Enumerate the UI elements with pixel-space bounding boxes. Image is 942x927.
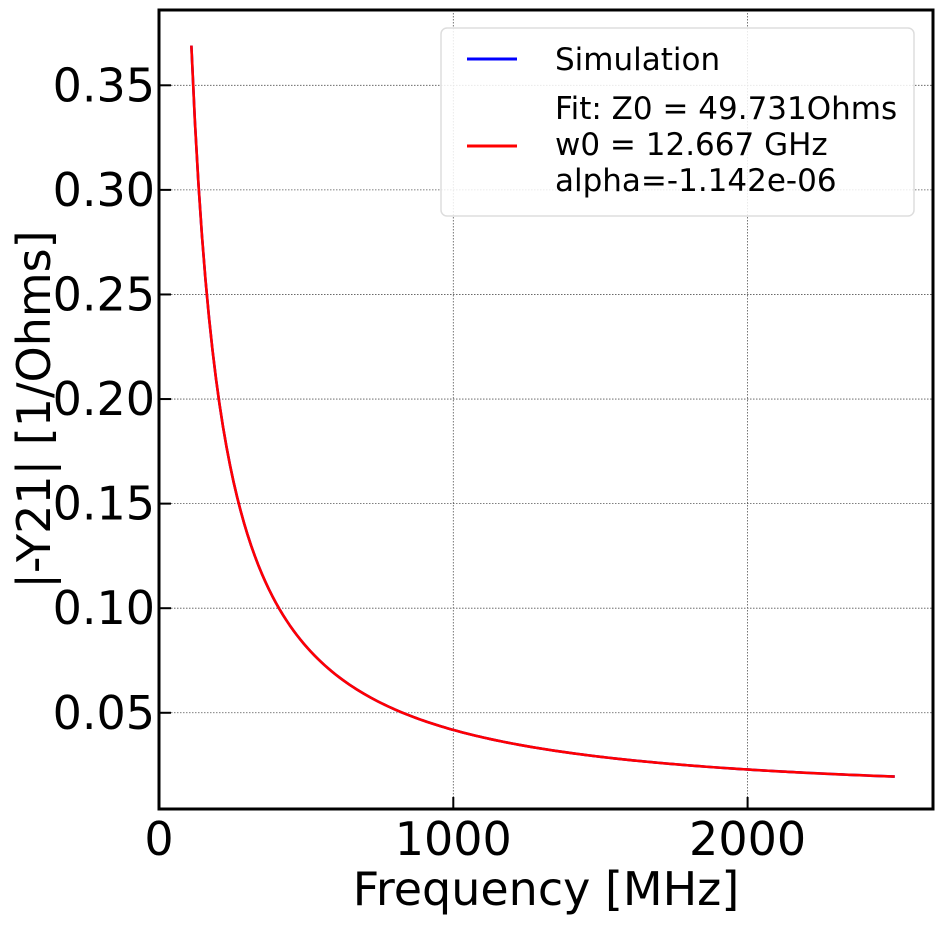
y-tick-label: 0.10: [53, 581, 155, 635]
y-tick-label: 0.05: [53, 686, 155, 740]
legend-label: Simulation: [555, 42, 720, 78]
ticks: [158, 84, 749, 809]
y-tick-label: 0.30: [53, 163, 155, 217]
plot-frame: [157, 8, 935, 811]
tick-labels: 0 1000 2000 0.05 0.10 0.15 0.20 0.25 0.30 0.35: [53, 58, 807, 866]
x-tick-label: 0: [144, 812, 173, 866]
y-tick-label: 0.25: [53, 267, 155, 321]
series-line-fit: [190, 45, 895, 778]
y-tick-label: 0.15: [53, 477, 155, 531]
legend-label: Fit: Z0 = 49.731Ohms w0 = 12.667 GHz alpha…: [555, 91, 897, 199]
y-tick-label: 0.35: [53, 58, 155, 112]
y-tick-label: 0.20: [53, 372, 155, 426]
series-layer: [190, 45, 895, 778]
y-axis-label: |-Y21| [1/Ohms]: [7, 230, 62, 588]
legend: Simulation Fit: Z0 = 49.731Ohms w0 = 12.66…: [440, 27, 915, 217]
x-tick-label: 1000: [395, 812, 512, 866]
legend-box: [440, 27, 915, 217]
x-tick-label: 2000: [689, 812, 806, 866]
x-axis-label: Frequency [MHz]: [353, 862, 740, 916]
